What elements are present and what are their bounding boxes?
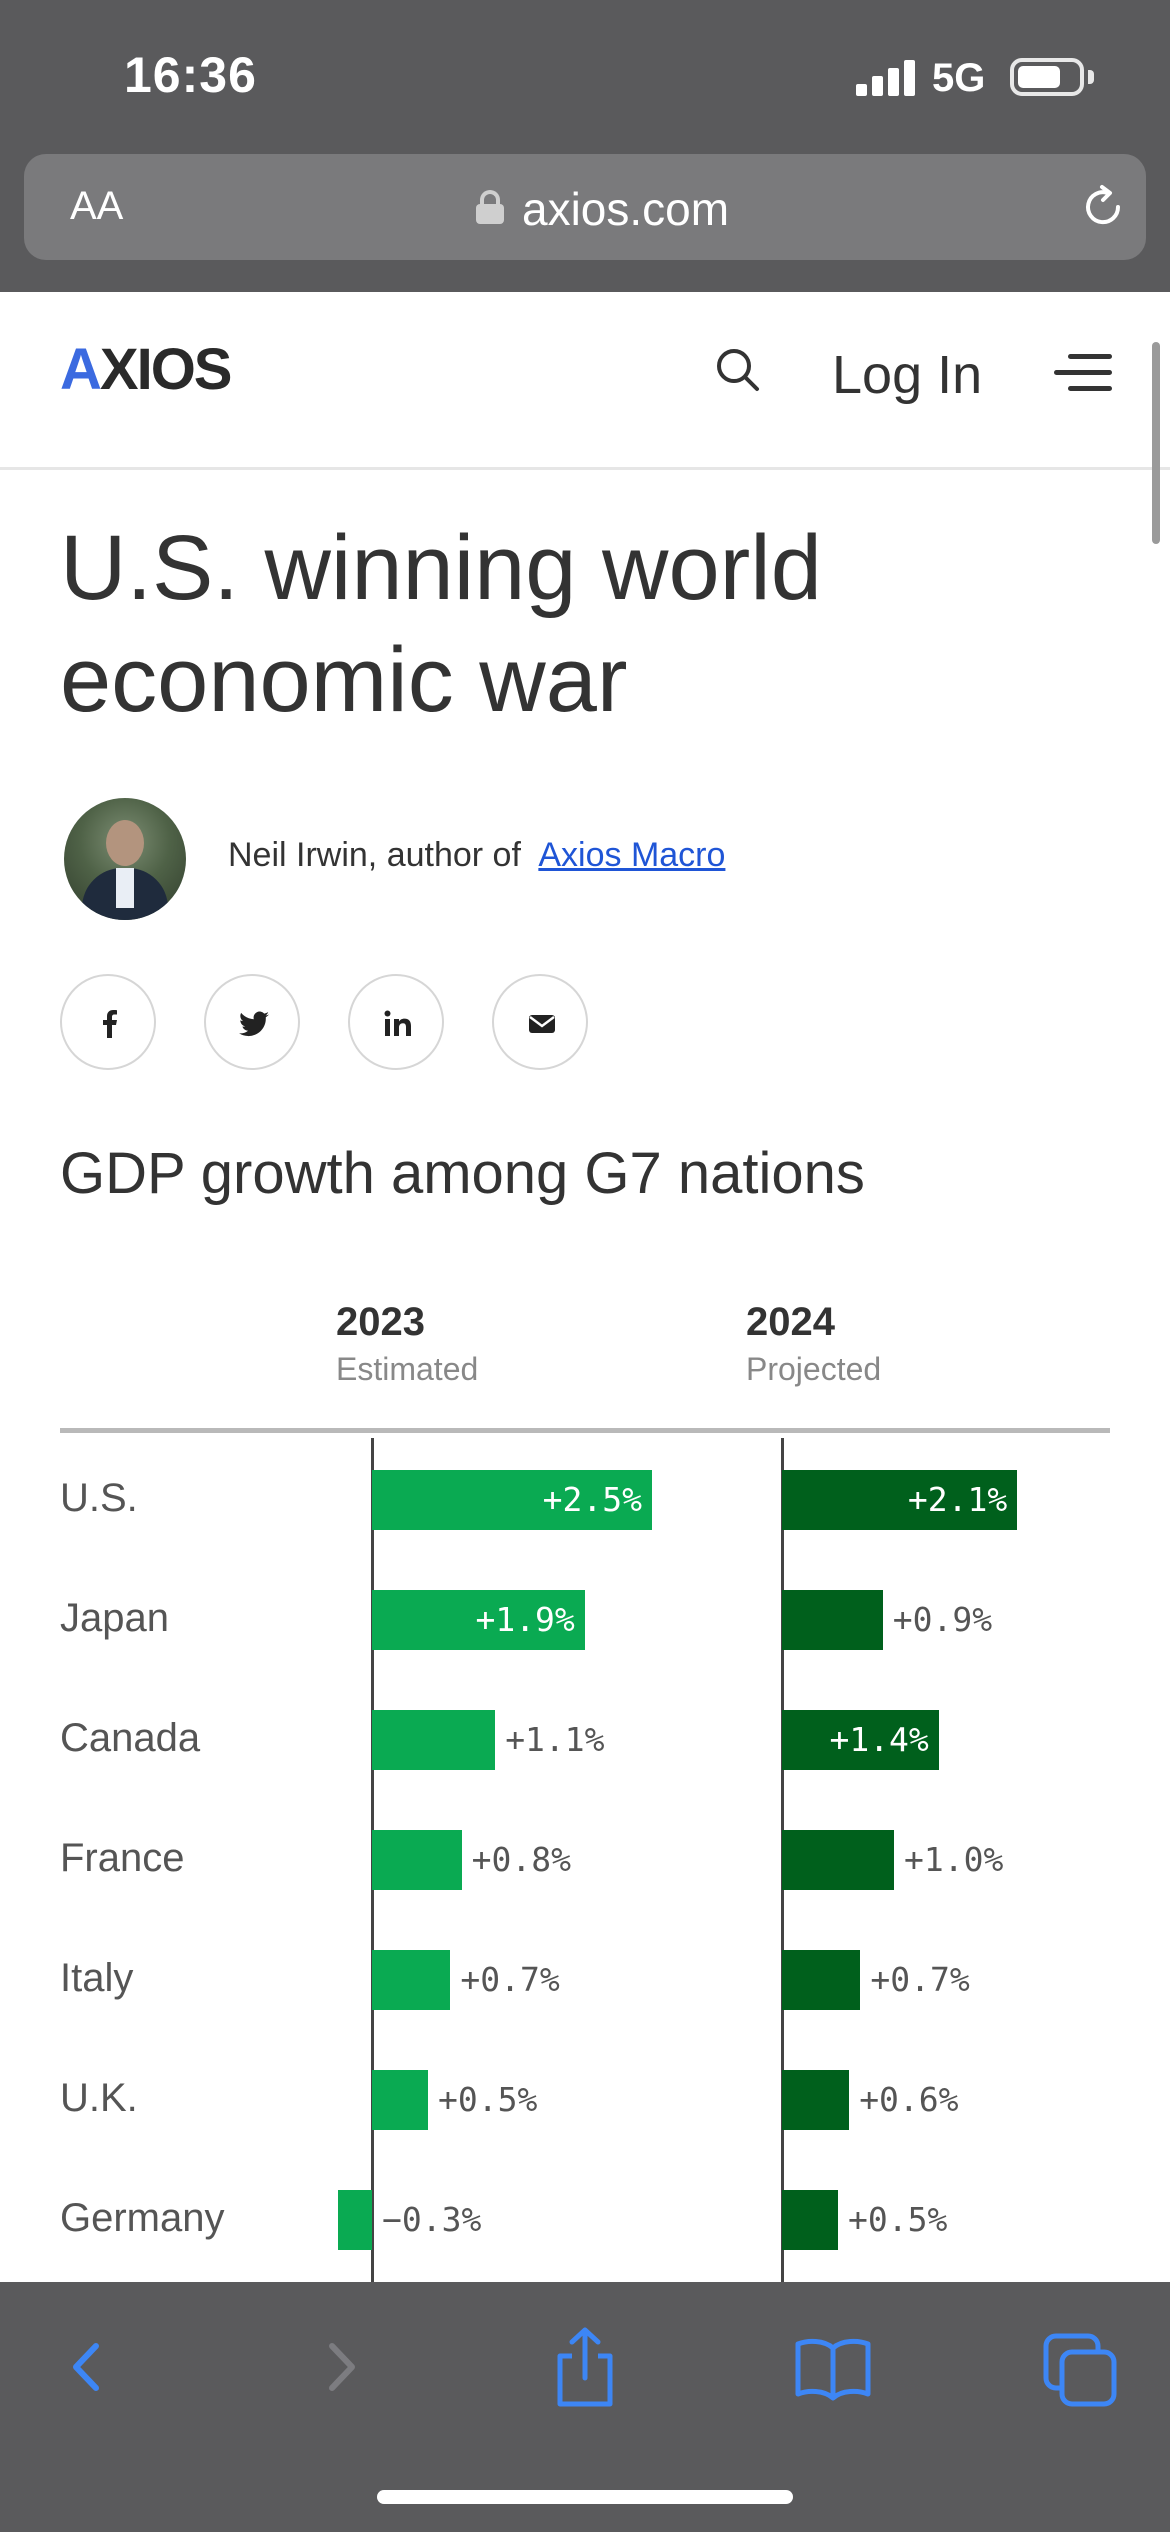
country-label: Japan	[60, 1596, 169, 1640]
bar-2024	[782, 1710, 939, 1770]
bar-value-label: +0.5%	[438, 2080, 538, 2119]
search-icon[interactable]	[712, 344, 764, 396]
site-header: AXIOS Log In	[0, 292, 1170, 470]
bar-2024	[782, 1830, 894, 1890]
bar-value-label: −0.3%	[382, 2200, 482, 2239]
country-label: France	[60, 1836, 185, 1880]
bar-value-label: +1.1%	[505, 1720, 605, 1759]
byline: Neil Irwin, author of Axios Macro	[228, 836, 725, 875]
bar-2024	[782, 1590, 883, 1650]
axios-logo[interactable]: AXIOS	[60, 337, 232, 402]
bar-2024	[782, 1950, 861, 2010]
scrollbar[interactable]	[1152, 342, 1160, 544]
bar-value-label: +1.9%	[475, 1600, 575, 1639]
home-indicator[interactable]	[377, 2490, 793, 2504]
column-subtitle-2024: Projected	[746, 1351, 882, 1387]
bar-2023	[372, 2070, 428, 2130]
facebook-share-button[interactable]	[60, 974, 156, 1070]
byline-text: Neil Irwin, author of	[228, 836, 521, 874]
lock-icon	[476, 190, 504, 224]
bar-value-label: +0.7%	[460, 1960, 560, 1999]
forward-icon[interactable]	[294, 2322, 384, 2412]
axios-macro-link[interactable]: Axios Macro	[538, 836, 726, 874]
column-header-2024: 2024 Projected	[746, 1300, 881, 1388]
bookmarks-icon[interactable]	[788, 2322, 878, 2412]
share-icon[interactable]	[540, 2322, 630, 2412]
facebook-icon	[103, 1010, 117, 1038]
country-label: U.K.	[60, 2076, 138, 2120]
linkedin-share-button[interactable]	[348, 974, 444, 1070]
column-year-2024: 2024	[746, 1300, 835, 1344]
bar-value-label: +2.5%	[542, 1480, 642, 1519]
page-title: U.S. winning world economic war	[60, 517, 822, 731]
chart-header-rule	[60, 1428, 1110, 1433]
linkedin-icon	[384, 1010, 411, 1036]
bar-2023	[372, 1710, 496, 1770]
column-header-2023: 2023 Estimated	[336, 1300, 478, 1388]
bar-2023	[338, 2190, 372, 2250]
twitter-share-button[interactable]	[204, 974, 300, 1070]
bar-2023	[372, 1590, 585, 1650]
column-year-2023: 2023	[336, 1300, 425, 1344]
address-bar[interactable]: AA axios.com	[24, 154, 1146, 260]
bar-2024	[782, 2070, 850, 2130]
bar-value-label: +2.1%	[907, 1480, 1008, 1519]
status-time: 16:36	[124, 47, 257, 103]
bar-2023	[372, 1830, 462, 1890]
bar-value-label: +1.4%	[829, 1720, 929, 1759]
bar-2023	[372, 1470, 652, 1530]
email-share-button[interactable]	[492, 974, 588, 1070]
bar-value-label: +0.9%	[892, 1600, 993, 1639]
bar-value-label: +0.8%	[471, 1840, 571, 1879]
country-label: Germany	[60, 2196, 225, 2240]
bar-value-label: +0.7%	[870, 1960, 970, 1999]
avatar[interactable]	[64, 798, 186, 920]
bar-2024	[782, 2190, 838, 2250]
login-link[interactable]: Log In	[832, 345, 983, 405]
twitter-icon	[239, 1011, 269, 1037]
bar-2024	[782, 1470, 1018, 1530]
url-text[interactable]: axios.com	[522, 183, 730, 235]
signal-icon	[856, 60, 916, 96]
bar-2023	[372, 1950, 451, 2010]
status-bar: 16:36 5G	[0, 0, 1170, 148]
tabs-icon[interactable]	[1036, 2322, 1126, 2412]
bar-value-label: +0.5%	[848, 2200, 948, 2239]
menu-icon[interactable]	[1054, 350, 1112, 396]
country-label: Canada	[60, 1716, 201, 1760]
bar-value-label: +1.0%	[904, 1840, 1004, 1879]
column-subtitle-2023: Estimated	[336, 1351, 479, 1387]
browser-address-area: AA axios.com	[0, 148, 1170, 292]
chart-title: GDP growth among G7 nations	[60, 1141, 865, 1206]
battery-icon	[1010, 58, 1084, 96]
reload-icon[interactable]	[1078, 182, 1128, 232]
text-size-button[interactable]: AA	[70, 184, 124, 228]
country-label: Italy	[60, 1956, 134, 2000]
country-label: U.S.	[60, 1476, 138, 1520]
bar-value-label: +0.6%	[859, 2080, 959, 2119]
email-icon	[529, 1015, 555, 1033]
back-icon[interactable]	[44, 2322, 134, 2412]
network-label: 5G	[932, 56, 986, 100]
